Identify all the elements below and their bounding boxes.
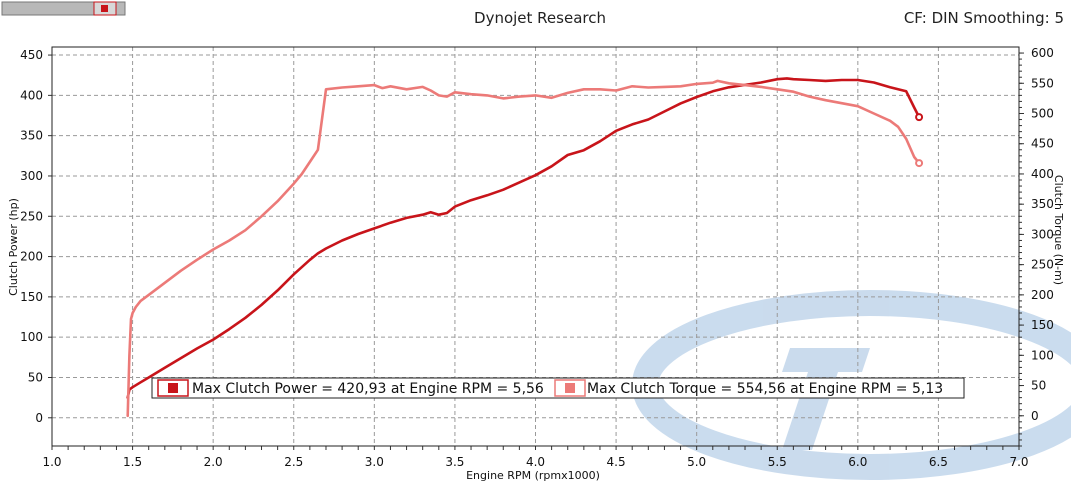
- x-tick-label: 5.5: [768, 455, 787, 469]
- y-axis-label: Clutch Power (hp): [7, 198, 20, 296]
- cf-smoothing-info: CF: DIN Smoothing: 5: [904, 9, 1064, 27]
- plot-frame: [51, 46, 1020, 447]
- x-axis-label: Engine RPM (rpmx1000): [466, 469, 600, 482]
- x-tick-label: 6.0: [848, 455, 867, 469]
- x-tick-label: 7.0: [1009, 455, 1028, 469]
- y2-tick-label: 500: [1031, 107, 1054, 121]
- y-tick-label: 400: [20, 88, 43, 102]
- y2-tick-label: 0: [1031, 409, 1039, 423]
- y-tick-label: 250: [20, 209, 43, 223]
- y2-tick-label: 350: [1031, 197, 1054, 211]
- x-tick-label: 6.5: [929, 455, 948, 469]
- watermark-t-glyph: [782, 348, 870, 450]
- x-tick-label: 4.0: [526, 455, 545, 469]
- x-tick-label: 2.0: [204, 455, 223, 469]
- y-tick-label: 0: [35, 411, 43, 425]
- y2-tick-label: 300: [1031, 227, 1054, 241]
- x-tick-label: 3.5: [445, 455, 464, 469]
- y-tick-label: 300: [20, 169, 43, 183]
- x-tick-label: 4.5: [607, 455, 626, 469]
- y2-tick-label: 150: [1031, 318, 1054, 332]
- legend: Max Clutch Power = 420,93 at Engine RPM …: [151, 377, 965, 399]
- x-tick-label: 1.0: [42, 455, 61, 469]
- y2-tick-label: 250: [1031, 258, 1054, 272]
- y2-axis-label: Clutch Torque (N-m): [1052, 175, 1065, 285]
- y2-tick-label: 50: [1031, 379, 1046, 393]
- scroll-thumb-marker: [101, 5, 108, 12]
- y-tick-label: 350: [20, 129, 43, 143]
- y2-tick-label: 200: [1031, 288, 1054, 302]
- scroll-widget[interactable]: [1, 1, 126, 16]
- power-series-line: [126, 77, 921, 399]
- x-tick-label: 5.0: [687, 455, 706, 469]
- y2-tick-label: 100: [1031, 348, 1054, 362]
- y2-tick-label: 450: [1031, 137, 1054, 151]
- y-tick-label: 100: [20, 330, 43, 344]
- legend-torque-marker: [565, 383, 575, 393]
- plot-area: 1.0 1.5 2.0 2.5 3.0 3.5 4.0 4.5 5.0 5.5 6.0 6.5 7.0 0…: [20, 46, 1071, 480]
- legend-power-marker: [168, 383, 178, 393]
- x-tick-label: 1.5: [123, 455, 142, 469]
- y-tick-label: 200: [20, 250, 43, 264]
- x-tick-label: 3.0: [365, 455, 384, 469]
- y2-tick-label: 600: [1031, 46, 1054, 60]
- x-tick-label: 2.5: [284, 455, 303, 469]
- torque-end-marker: [915, 159, 924, 168]
- legend-power-label: Max Clutch Power = 420,93 at Engine RPM …: [192, 381, 544, 397]
- torque-series-line: [126, 79, 921, 418]
- y-tick-label: 150: [20, 290, 43, 304]
- power-end-marker: [915, 113, 924, 122]
- y2-tick-label: 400: [1031, 167, 1054, 181]
- y2-tick-label: 550: [1031, 76, 1054, 90]
- y-tick-label: 50: [28, 370, 43, 384]
- legend-torque-label: Max Clutch Torque = 554,56 at Engine RPM…: [587, 381, 943, 397]
- chart-title: Dynojet Research: [474, 9, 606, 27]
- y-tick-label: 450: [20, 48, 43, 62]
